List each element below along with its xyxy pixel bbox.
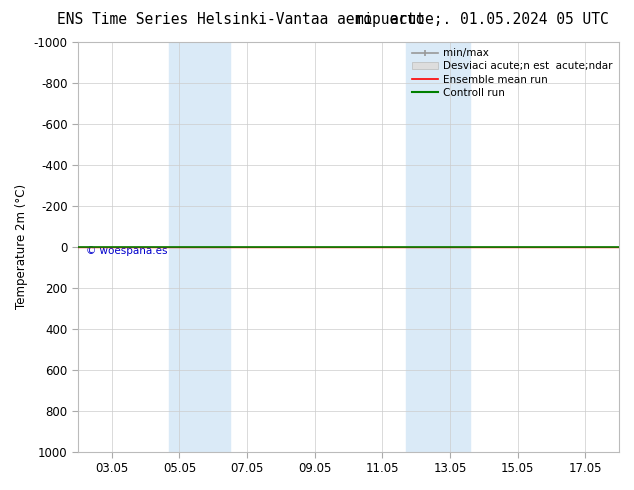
Y-axis label: Temperature 2m (°C): Temperature 2m (°C) [15,184,28,309]
Bar [169,42,230,452]
Text: ENS Time Series Helsinki-Vantaa aeropuerto: ENS Time Series Helsinki-Vantaa aeropuer… [57,12,425,27]
Text: mi  acute;. 01.05.2024 05 UTC: mi acute;. 01.05.2024 05 UTC [355,12,609,27]
Legend: min/max, Desviaci acute;n est  acute;ndar, Ensemble mean run, Controll run: min/max, Desviaci acute;n est acute;ndar… [408,44,617,102]
Bar [406,42,470,452]
Text: © woespana.es: © woespana.es [86,245,167,256]
